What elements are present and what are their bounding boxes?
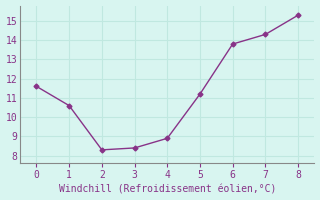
X-axis label: Windchill (Refroidissement éolien,°C): Windchill (Refroidissement éolien,°C) xyxy=(59,184,276,194)
